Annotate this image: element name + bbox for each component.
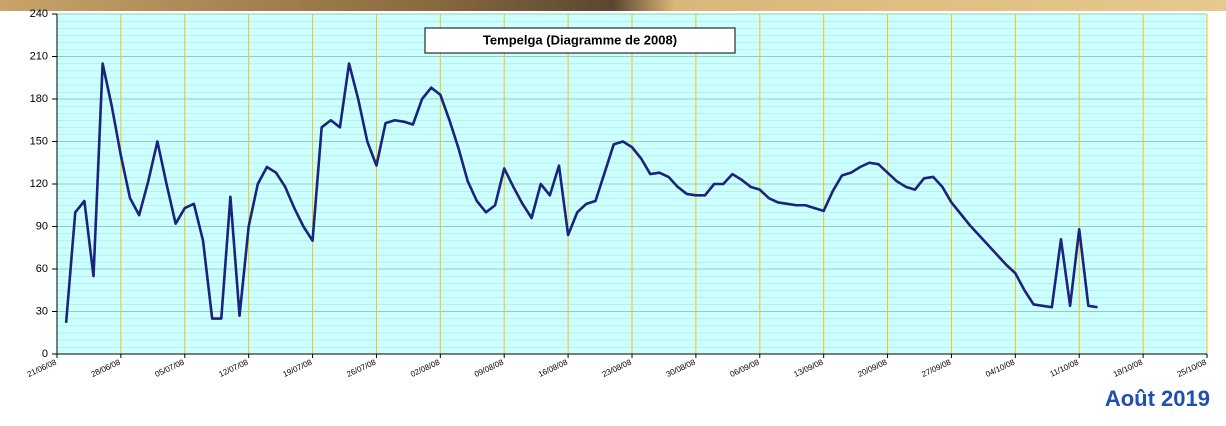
y-tick-label: 30 (36, 305, 48, 317)
y-tick-label: 180 (30, 93, 48, 105)
x-tick-label: 27/09/08 (920, 357, 953, 379)
x-tick-label: 28/06/08 (90, 357, 123, 379)
x-tick-label: 12/07/08 (217, 357, 250, 379)
data-line (64, 62, 1098, 323)
header-banner (0, 0, 1226, 11)
x-tick-label: 21/06/08 (26, 357, 59, 379)
x-tick-label: 04/10/08 (984, 357, 1017, 379)
x-tick-label: 23/08/08 (601, 357, 634, 379)
x-tick-label: 20/09/08 (856, 357, 889, 379)
marks (64, 62, 1098, 323)
x-tick-label: 25/10/08 (1176, 357, 1209, 379)
x-tick-label: 13/09/08 (792, 357, 825, 379)
x-tick-label: 30/08/08 (665, 357, 698, 379)
x-tick-label: 02/08/08 (409, 357, 442, 379)
chart-title: Tempelga (Diagramme de 2008) (483, 32, 677, 47)
x-tick-label: 16/08/08 (537, 357, 570, 379)
y-tick-label: 150 (30, 135, 48, 147)
y-tick-label: 210 (30, 50, 48, 62)
grid (56, 13, 1208, 355)
x-tick-label: 09/08/08 (473, 357, 506, 379)
y-tick-label: 120 (30, 178, 48, 190)
footer-date: Août 2019 (1105, 386, 1210, 411)
x-tick-label: 18/10/08 (1112, 357, 1145, 379)
x-tick-label: 05/07/08 (154, 357, 187, 379)
x-tick-label: 26/07/08 (345, 357, 378, 379)
title-box (424, 27, 736, 54)
y-tick-label: 0 (42, 348, 48, 360)
y-tick-label: 60 (36, 263, 48, 275)
y-tick-label: 240 (30, 8, 48, 20)
x-tick-label: 06/09/08 (729, 357, 762, 379)
x-tick-label: 19/07/08 (281, 357, 314, 379)
y-tick-label: 90 (36, 220, 48, 232)
x-tick-label: 11/10/08 (1049, 357, 1081, 378)
